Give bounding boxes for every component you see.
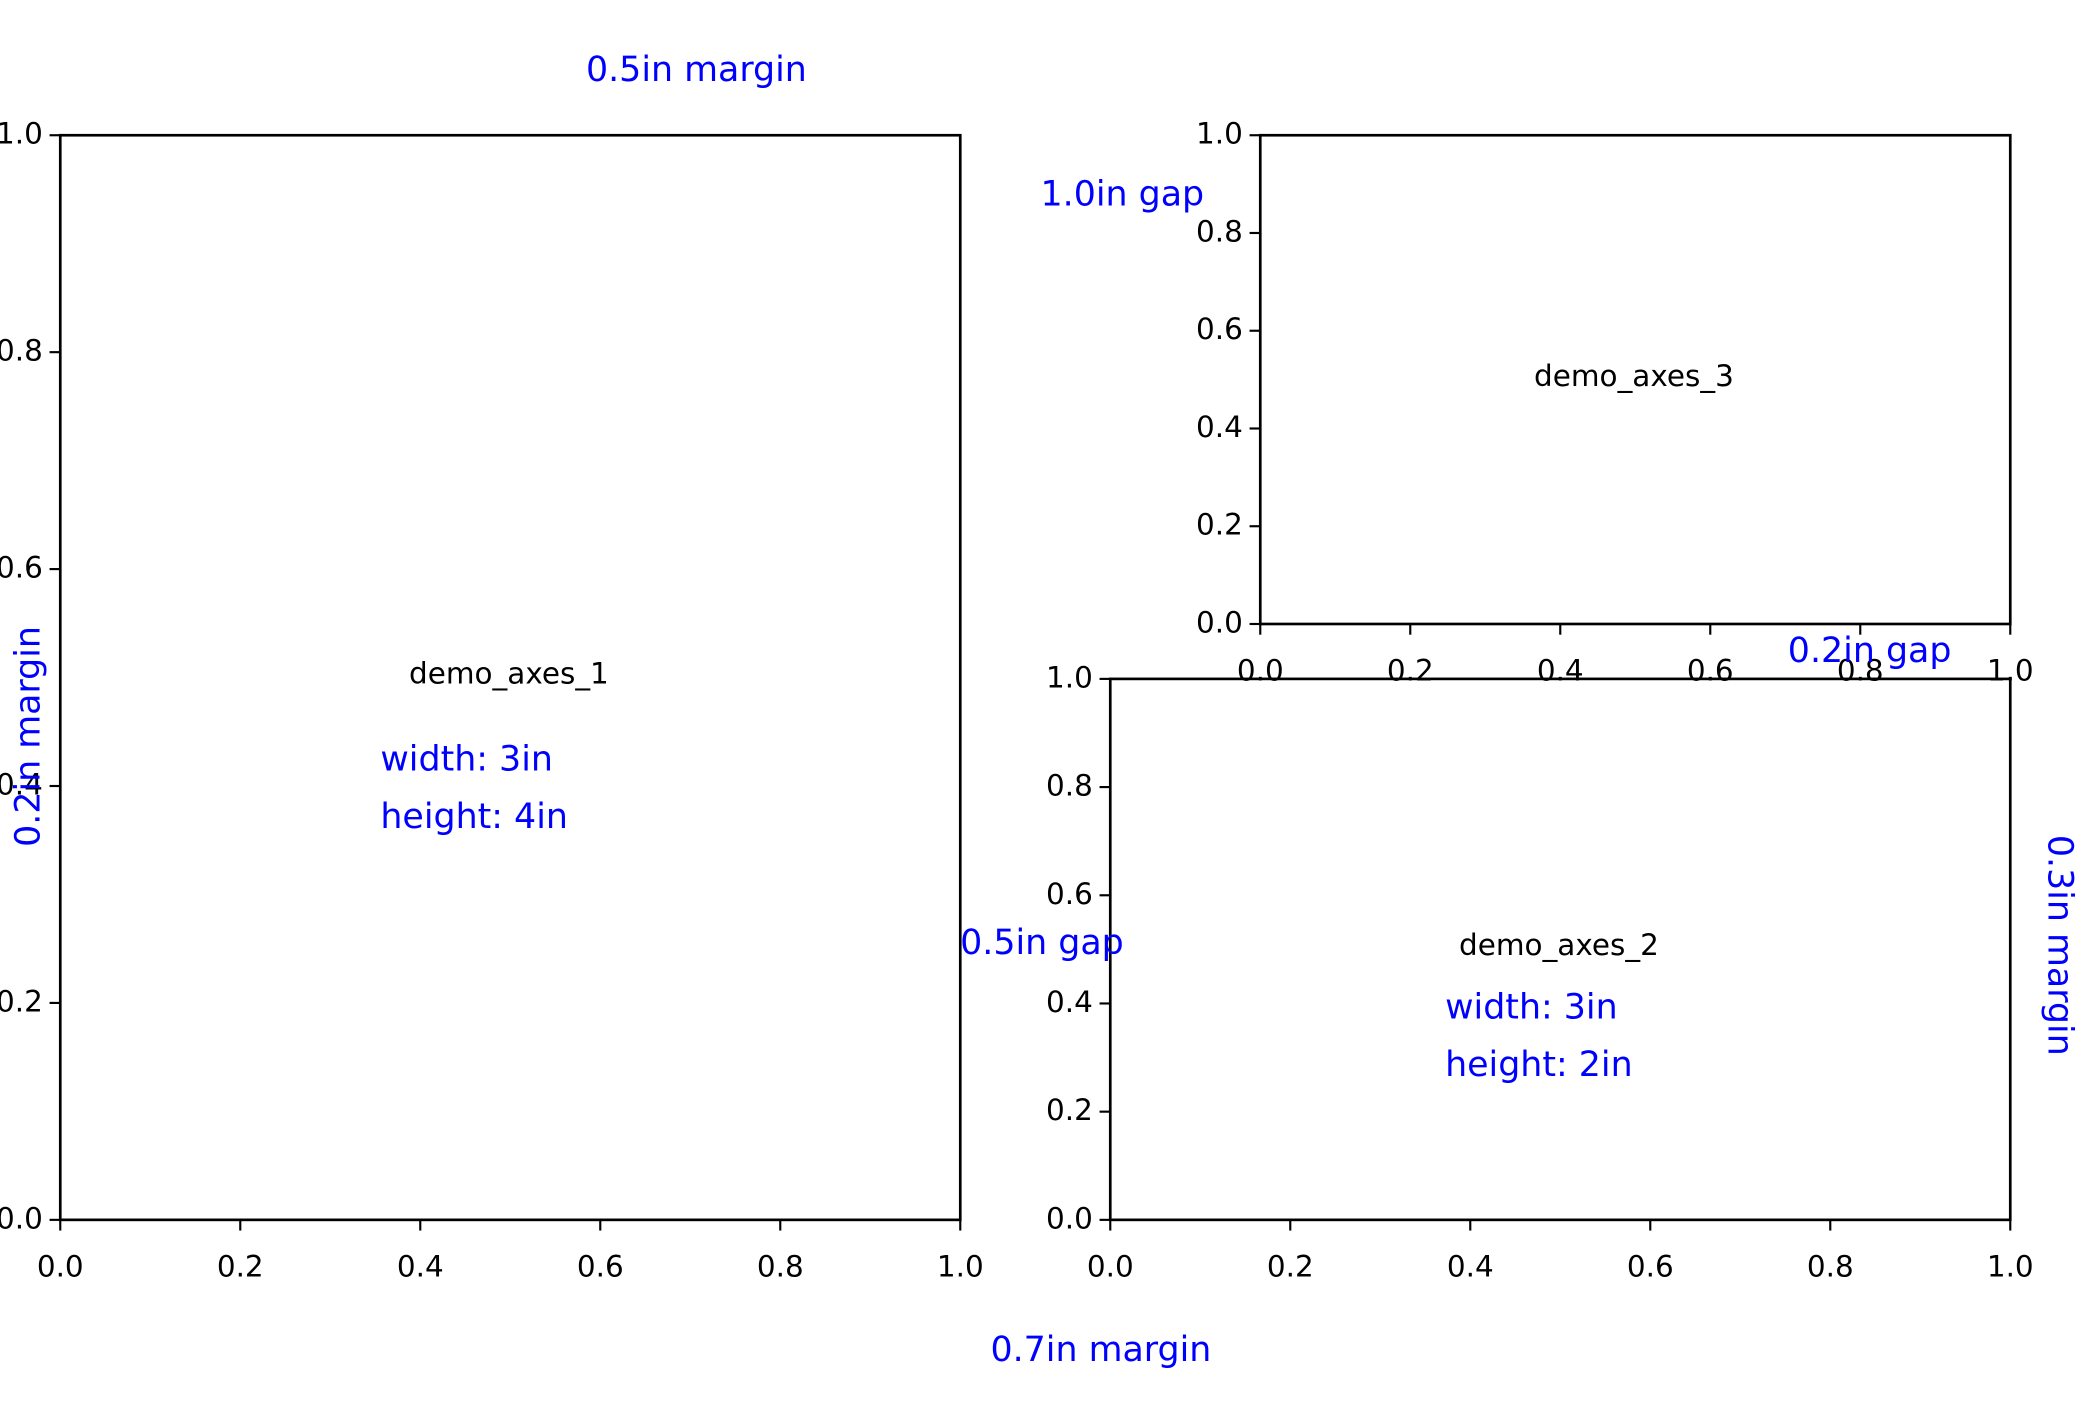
y-tick-label: 1.0 [1046,660,1093,694]
y-tick-label: 0.0 [1046,1201,1093,1235]
y-tick-label: 0.6 [1196,312,1243,346]
y-tick-label: 0.6 [0,551,43,585]
layout-annotation: 1.0in gap [1041,175,1205,215]
x-tick-label: 0.0 [1237,654,1284,688]
y-tick-label: 1.0 [1196,117,1243,151]
layout-annotation: 0.5in gap [960,923,1124,963]
y-tick-label: 0.0 [1196,605,1243,639]
x-tick-label: 0.0 [37,1250,84,1284]
x-tick-label: 0.2 [1387,654,1434,688]
axes-label: demo_axes_2 [1459,928,1659,962]
x-tick-label: 0.2 [1267,1250,1314,1284]
x-tick-label: 1.0 [1987,1250,2034,1284]
layout-annotation: 0.7in margin [990,1330,1211,1370]
y-tick-label: 0.4 [0,768,43,802]
x-tick-label: 0.8 [1807,1250,1854,1284]
size-annotation: width: 3in [380,740,553,780]
x-tick-label: 0.4 [397,1250,444,1284]
size-annotation: height: 4in [380,797,568,837]
x-tick-label: 1.0 [937,1250,984,1284]
y-tick-label: 0.8 [1196,214,1243,248]
x-tick-label: 0.4 [1537,654,1584,688]
x-tick-label: 0.2 [217,1250,264,1284]
size-annotation: height: 2in [1445,1045,1633,1085]
layout-annotation: 0.2in gap [1788,631,1952,671]
y-tick-label: 0.8 [0,334,43,368]
y-tick-label: 0.2 [1046,1093,1093,1127]
y-tick-label: 0.2 [1196,508,1243,542]
x-tick-label: 0.8 [1837,654,1884,688]
x-tick-label: 1.0 [1987,654,2034,688]
layout-annotation: 0.2in margin [8,626,48,847]
x-tick-label: 0.6 [577,1250,624,1284]
x-tick-label: 0.0 [1087,1250,1134,1284]
y-tick-label: 1.0 [0,117,43,151]
layout-annotation: 0.5in margin [586,50,807,90]
y-tick-label: 0.0 [0,1201,43,1235]
y-tick-label: 0.2 [0,984,43,1018]
y-tick-label: 0.4 [1046,985,1093,1019]
size-annotation: width: 3in [1445,987,1618,1027]
x-tick-label: 0.6 [1627,1250,1674,1284]
axes-label: demo_axes_1 [409,656,609,690]
axes-frame [1258,133,2012,626]
y-tick-label: 0.4 [1196,410,1243,444]
x-tick-label: 0.8 [757,1250,804,1284]
axes-label: demo_axes_3 [1534,359,1734,393]
axes-frame [1108,677,2012,1222]
x-tick-label: 0.4 [1447,1250,1494,1284]
x-tick-label: 0.6 [1687,654,1734,688]
y-tick-label: 0.6 [1046,877,1093,911]
y-tick-label: 0.8 [1046,769,1093,803]
layout-annotation: 0.3in margin [2039,835,2079,1056]
axes-frame [58,133,962,1222]
